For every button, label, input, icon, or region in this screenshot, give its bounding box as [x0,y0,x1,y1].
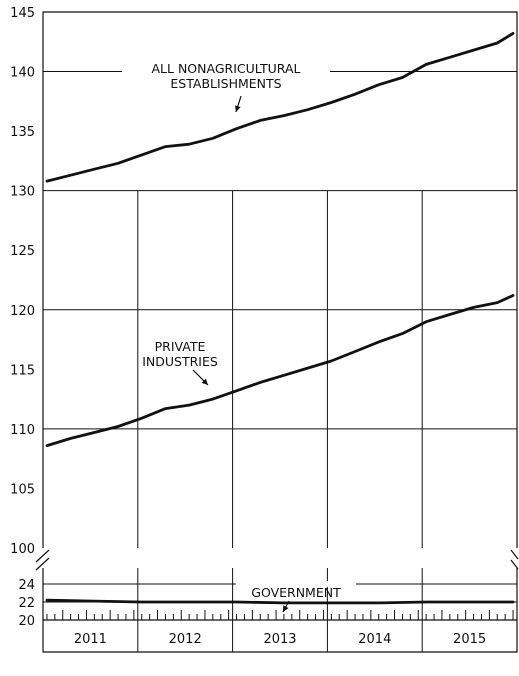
annot-private-arrow-head [201,378,208,385]
upper-panel-border [42,11,518,548]
left-axis-break-mark [35,549,50,571]
annot-private-text-1: INDUSTRIES [142,354,218,369]
y-tick-label-125: 125 [10,244,35,259]
x-year-label-2013: 2013 [263,632,296,647]
right-axis-break-mark [510,549,519,570]
annot-all-nonag-text-0: ALL NONAGRICULTURAL [152,61,301,76]
y-tick-label-100: 100 [10,542,35,557]
gridlines [43,71,517,652]
y-tick-label-130: 130 [10,185,35,200]
annot-all-nonag-text-1: ESTABLISHMENTS [170,76,281,91]
series-lines [45,32,515,605]
x-year-label-2015: 2015 [453,632,486,647]
x-year-label-2011: 2011 [74,632,107,647]
y-tick-label-lower-24: 24 [18,578,35,593]
series-line-1 [45,294,515,447]
annot-government-gap [236,581,356,587]
y-tick-label-lower-20: 20 [18,614,35,629]
x-year-label-2012: 2012 [169,632,202,647]
y-tick-label-120: 120 [10,304,35,319]
y-tick-label-lower-22: 22 [18,596,35,611]
y-tick-label-135: 135 [10,125,35,140]
chart-frame [35,11,519,653]
x-year-label-2014: 2014 [358,632,391,647]
y-tick-label-105: 105 [10,482,35,497]
annot-all-nonag-arrow-head [234,105,241,112]
annot-private-text-0: PRIVATE [155,339,206,354]
series-line-2 [45,598,515,605]
y-tick-label-115: 115 [10,363,35,378]
annot-government-arrow-head [283,605,289,612]
y-tick-label-110: 110 [10,423,35,438]
y-tick-label-140: 140 [10,66,35,81]
annot-all-nonag-gap [122,68,330,75]
lower-panel-border [42,568,518,653]
axis-ticks: 100 105 110 115 120 125 130 135 140 145 20 22 24 2011… [10,6,514,647]
annot-government-text-0: GOVERNMENT [251,585,341,600]
y-tick-label-145: 145 [10,6,35,21]
series-line-0 [45,32,515,183]
